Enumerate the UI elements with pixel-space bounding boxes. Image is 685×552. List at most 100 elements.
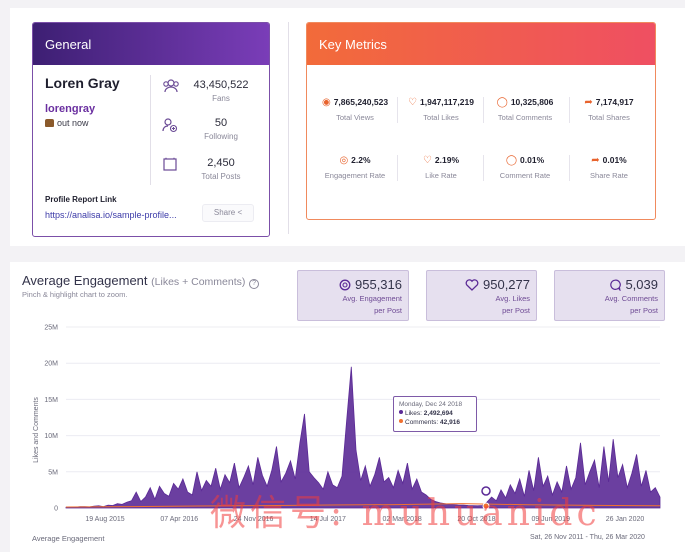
metric-value: 7,865,240,523: [333, 97, 389, 107]
report-link[interactable]: https://analisa.io/sample-profile...: [45, 210, 177, 220]
summary-label: Avg. Comments: [604, 294, 658, 303]
zoom-hint: Pinch & highlight chart to zoom.: [22, 290, 128, 299]
likes-area: [65, 366, 661, 509]
general-card: General Loren Gray lorengray out now 43,…: [32, 22, 270, 237]
metric-label: Comment Rate: [499, 171, 551, 180]
likes-highlight-point: [481, 486, 491, 496]
metric-label: Engagement Rate: [324, 171, 386, 180]
comment-icon: ◯: [496, 97, 508, 108]
heart-icon: ♡: [422, 155, 432, 166]
posts-icon: [163, 157, 177, 171]
summary-label: per Post: [502, 306, 530, 315]
metric-separator: [483, 97, 484, 123]
engagement-subtitle: (Likes + Comments): [151, 276, 246, 288]
x-tick-label: 14 Jul 2017: [310, 516, 346, 523]
metric-label: Total Shares: [588, 113, 630, 122]
summary-label: per Post: [374, 306, 402, 315]
metric-value: 10,325,806: [510, 97, 554, 107]
fans-value: 43,450,522: [193, 79, 249, 91]
metric-value: 0.01%: [602, 155, 627, 165]
general-separator: [150, 75, 151, 185]
summary-value: 955,316: [355, 277, 402, 292]
summary-label: Avg. Likes: [495, 294, 530, 303]
chart-footer-label: Average Engagement: [32, 534, 105, 543]
summary-value: 950,277: [483, 277, 530, 292]
y-tick-label: 25M: [44, 325, 58, 332]
metric-separator: [397, 155, 398, 181]
summary-avg-likes: 950,277 Avg. Likes per Post: [426, 270, 537, 321]
metric-label: Total Views: [336, 113, 374, 122]
share-icon: <: [237, 208, 243, 217]
following-value: 50: [214, 117, 228, 129]
engagement-icon: [339, 279, 351, 291]
metric-value: 1,947,117,219: [420, 97, 474, 107]
metric-like-rate: ♡ 2.19% Like Rate: [399, 155, 483, 180]
summary-avg-engagement: 955,316 Avg. Engagement per Post: [297, 270, 409, 321]
tooltip-date: Monday, Dec 24 2018: [399, 401, 463, 408]
metric-separator: [483, 155, 484, 181]
metric-label: Like Rate: [425, 171, 457, 180]
posts-label: Total Posts: [201, 172, 241, 181]
fans-stat: 43,450,522 Fans: [158, 79, 268, 103]
x-tick-label: 02 Mar 2018: [382, 516, 421, 523]
comment-icon: ◯: [505, 155, 518, 166]
help-icon[interactable]: ?: [249, 279, 260, 289]
following-label: Following: [204, 132, 238, 141]
user-follow-icon: [162, 118, 178, 133]
chart-y-label: Likes and Comments: [33, 397, 40, 463]
metric-label: Share Rate: [590, 171, 628, 180]
metric-engagement-rate: ◎ 2.2% Engagement Rate: [313, 155, 397, 180]
metric-total-comments: ◯ 10,325,806 Total Comments: [483, 97, 567, 122]
heart-icon: ♡: [408, 97, 418, 108]
y-tick-label: 0: [54, 506, 58, 513]
fans-label: Fans: [212, 94, 230, 103]
general-header: General: [33, 23, 269, 65]
share-arrow-icon: ➦: [591, 155, 600, 166]
summary-value: 5,039: [625, 277, 658, 292]
chart-date-range: Sat, 26 Nov 2011 - Thu, 26 Mar 2020: [530, 534, 645, 541]
watermark-text: 微信号: muhuanidc: [210, 493, 601, 534]
engagement-title: Average Engagement (Likes + Comments) ?: [22, 273, 260, 289]
metric-value: 0.01%: [520, 155, 545, 165]
summary-label: Avg. Engagement: [342, 294, 403, 303]
profile-handle[interactable]: lorengray: [45, 103, 96, 115]
comments-highlight-point: [482, 502, 490, 510]
x-tick-label: 20 Oct 2018: [457, 516, 495, 523]
posts-value: 2,450: [207, 157, 235, 169]
x-tick-label: 07 Apr 2016: [160, 516, 198, 523]
metric-total-views: ◉ 7,865,240,523 Total Views: [313, 97, 397, 122]
metric-total-likes: ♡ 1,947,117,219 Total Likes: [399, 97, 483, 122]
metric-total-shares: ➦ 7,174,917 Total Shares: [567, 97, 651, 122]
chart-series: [65, 366, 661, 510]
metric-comment-rate: ◯ 0.01% Comment Rate: [483, 155, 567, 180]
summary-label: per Post: [630, 306, 658, 315]
y-tick-label: 5M: [48, 469, 58, 476]
metric-separator: [397, 97, 398, 123]
x-tick-label: 19 Aug 2015: [85, 516, 124, 523]
profile-name: Loren Gray: [45, 75, 120, 91]
share-label: Share: [213, 208, 236, 217]
chart-x-axis: 19 Aug 2015 07 Apr 2016 24 Nov 2016 14 Jul …: [85, 516, 644, 523]
summary-avg-comments: 5,039 Avg. Comments per Post: [554, 270, 665, 321]
eye-icon: ◉: [321, 97, 331, 108]
metric-value: 2.19%: [434, 155, 460, 165]
chart-tooltip: Monday, Dec 24 2018 Likes: 2,492,694 Com…: [393, 396, 477, 432]
chart-y-axis: 0 5M 10M 15M 20M 25M: [44, 325, 58, 513]
tooltip-likes: Likes: 2,492,694: [399, 409, 471, 418]
y-tick-label: 20M: [44, 361, 58, 368]
report-link-title: Profile Report Link: [45, 195, 117, 204]
share-arrow-icon: ➦: [584, 97, 593, 108]
following-stat: 50 Following: [158, 117, 268, 141]
posts-stat: 2,450 Total Posts: [158, 157, 268, 181]
y-tick-label: 10M: [44, 433, 58, 440]
x-tick-label: 24 Nov 2016: [234, 516, 274, 523]
key-metrics-header: Key Metrics: [307, 23, 655, 65]
metric-value: 2.2%: [351, 155, 371, 165]
section-divider: [288, 22, 289, 234]
comments-line: [65, 503, 661, 508]
share-button[interactable]: Share <: [202, 204, 254, 222]
metric-separator: [569, 155, 570, 181]
metric-label: Total Comments: [497, 113, 553, 122]
heart-icon: [465, 279, 479, 291]
